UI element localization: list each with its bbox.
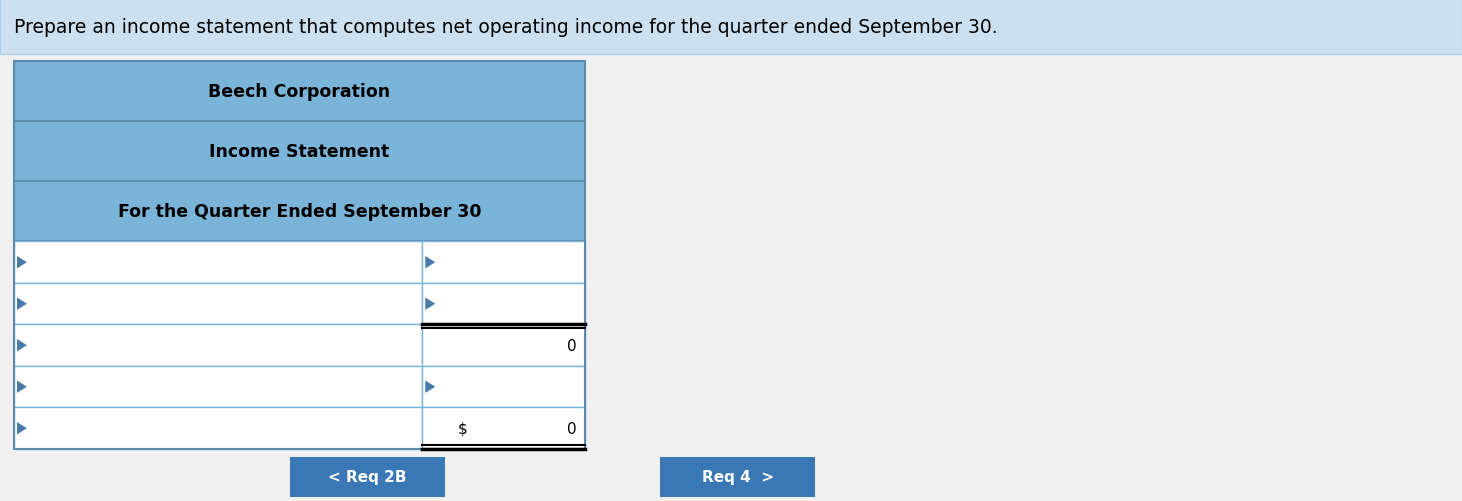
FancyBboxPatch shape: [15, 62, 585, 122]
Text: Req 4  >: Req 4 >: [702, 469, 773, 484]
Text: Beech Corporation: Beech Corporation: [209, 83, 390, 101]
Polygon shape: [18, 422, 26, 434]
FancyBboxPatch shape: [15, 182, 585, 242]
Polygon shape: [18, 298, 26, 310]
FancyBboxPatch shape: [423, 284, 585, 325]
Text: Prepare an income statement that computes net operating income for the quarter e: Prepare an income statement that compute…: [15, 18, 997, 37]
Polygon shape: [425, 298, 436, 310]
Polygon shape: [425, 257, 436, 269]
Text: 0: 0: [567, 421, 577, 436]
Polygon shape: [18, 381, 26, 393]
FancyBboxPatch shape: [15, 408, 423, 449]
FancyBboxPatch shape: [15, 284, 423, 325]
FancyBboxPatch shape: [423, 242, 585, 284]
FancyBboxPatch shape: [15, 242, 423, 284]
FancyBboxPatch shape: [289, 457, 444, 497]
Text: < Req 2B: < Req 2B: [329, 469, 406, 484]
FancyBboxPatch shape: [423, 325, 585, 366]
FancyBboxPatch shape: [423, 366, 585, 408]
Text: $: $: [458, 421, 468, 436]
FancyBboxPatch shape: [423, 408, 585, 449]
Polygon shape: [18, 257, 26, 269]
Text: For the Quarter Ended September 30: For the Quarter Ended September 30: [118, 203, 481, 221]
Text: 0: 0: [567, 338, 577, 353]
FancyBboxPatch shape: [15, 122, 585, 182]
FancyBboxPatch shape: [15, 366, 423, 408]
FancyBboxPatch shape: [15, 325, 423, 366]
FancyBboxPatch shape: [0, 0, 1462, 55]
Text: Income Statement: Income Statement: [209, 143, 390, 161]
Polygon shape: [425, 381, 436, 393]
Polygon shape: [18, 339, 26, 352]
FancyBboxPatch shape: [659, 457, 814, 497]
